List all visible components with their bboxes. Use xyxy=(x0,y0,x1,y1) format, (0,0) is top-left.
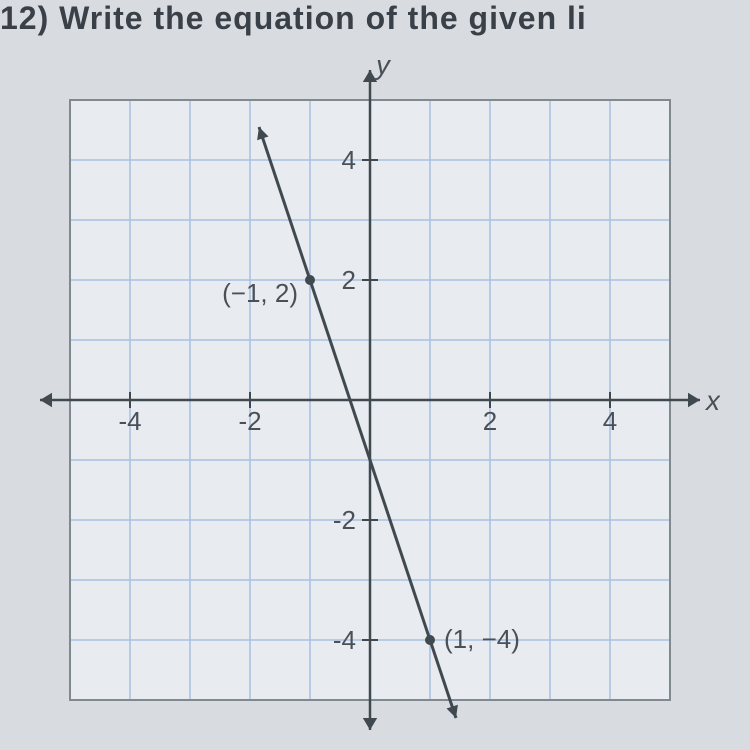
svg-text:4: 4 xyxy=(603,406,617,436)
svg-text:-2: -2 xyxy=(333,505,356,535)
svg-text:-4: -4 xyxy=(118,406,141,436)
coordinate-plane: -4 -2 2 4 -4 -2 2 4 (−1, 2) (1, −4) y x xyxy=(30,60,720,740)
svg-text:2: 2 xyxy=(342,265,356,295)
svg-text:x: x xyxy=(704,385,720,416)
question-header: 12) Write the equation of the given li xyxy=(0,0,587,37)
svg-text:y: y xyxy=(374,60,392,80)
svg-text:(1, −4): (1, −4) xyxy=(444,624,520,654)
svg-text:-2: -2 xyxy=(238,406,261,436)
svg-text:4: 4 xyxy=(342,145,356,175)
chart-container: -4 -2 2 4 -4 -2 2 4 (−1, 2) (1, −4) y x xyxy=(30,60,720,740)
svg-text:-4: -4 xyxy=(333,625,356,655)
svg-text:2: 2 xyxy=(483,406,497,436)
svg-text:(−1, 2): (−1, 2) xyxy=(222,278,298,308)
